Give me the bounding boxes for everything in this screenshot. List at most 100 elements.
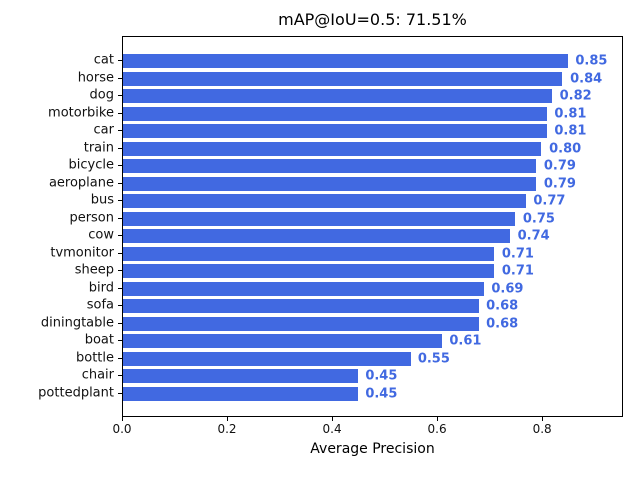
y-tick-mark bbox=[118, 217, 122, 219]
bar-value-label: 0.45 bbox=[365, 368, 398, 384]
bar bbox=[123, 369, 359, 384]
bar-value-label: 0.75 bbox=[522, 211, 555, 227]
bar bbox=[123, 89, 552, 104]
y-tick-label: bicycle bbox=[68, 157, 114, 173]
y-tick-label: pottedplant bbox=[38, 385, 114, 401]
x-tick-label: 0.2 bbox=[217, 422, 237, 436]
bar bbox=[123, 176, 537, 191]
bar-value-label: 0.55 bbox=[417, 351, 450, 367]
bar bbox=[123, 54, 568, 69]
bar-row bbox=[123, 211, 622, 226]
y-tick-label: bird bbox=[88, 280, 114, 296]
bar-row bbox=[123, 71, 622, 86]
bar-value-label: 0.45 bbox=[365, 386, 398, 402]
bar bbox=[123, 229, 511, 244]
bar-row bbox=[123, 159, 622, 174]
bar bbox=[123, 194, 526, 209]
y-tick-mark bbox=[118, 182, 122, 184]
y-tick-mark bbox=[118, 287, 122, 289]
bar bbox=[123, 71, 563, 86]
bar-row bbox=[123, 369, 622, 384]
y-tick-label: horse bbox=[77, 70, 114, 86]
bar bbox=[123, 316, 479, 331]
y-tick-label: sofa bbox=[86, 297, 114, 313]
y-tick-mark bbox=[118, 130, 122, 132]
bar-value-label: 0.68 bbox=[486, 298, 519, 314]
y-tick-label: chair bbox=[81, 367, 114, 383]
bar-row bbox=[123, 264, 622, 279]
bar bbox=[123, 351, 411, 366]
y-tick-label: car bbox=[93, 122, 114, 138]
bar bbox=[123, 386, 359, 401]
bar-row bbox=[123, 141, 622, 156]
y-tick-label: motorbike bbox=[48, 105, 114, 121]
bar-value-label: 0.79 bbox=[543, 176, 576, 192]
bar-value-label: 0.81 bbox=[554, 106, 587, 122]
y-tick-label: cat bbox=[93, 52, 114, 68]
y-tick-mark bbox=[118, 270, 122, 272]
y-tick-mark bbox=[118, 357, 122, 359]
bar-row bbox=[123, 281, 622, 296]
bar bbox=[123, 334, 443, 349]
y-tick-mark bbox=[118, 235, 122, 237]
bar-value-label: 0.85 bbox=[575, 53, 608, 69]
y-tick-label: boat bbox=[84, 332, 114, 348]
x-tick-mark bbox=[542, 417, 544, 421]
bar-value-label: 0.79 bbox=[543, 158, 576, 174]
bar-row bbox=[123, 54, 622, 69]
bar-value-label: 0.81 bbox=[554, 123, 587, 139]
bar bbox=[123, 299, 479, 314]
bar bbox=[123, 211, 516, 226]
bar-value-label: 0.68 bbox=[486, 316, 519, 332]
y-tick-mark bbox=[118, 165, 122, 167]
bar-row bbox=[123, 124, 622, 139]
x-tick-mark bbox=[122, 417, 123, 421]
y-tick-mark bbox=[118, 340, 122, 342]
plot-area: 0.85 0.84 0.82 0.81 0.81 0.80 0.79 0.79 0.77 0.75… bbox=[122, 36, 623, 417]
bar-row bbox=[123, 334, 622, 349]
x-tick-label: 0.0 bbox=[112, 422, 132, 436]
x-tick-mark bbox=[332, 417, 334, 421]
x-tick-label: 0.6 bbox=[427, 422, 447, 436]
y-tick-label: bottle bbox=[75, 350, 114, 366]
y-tick-mark bbox=[118, 60, 122, 62]
bar-value-label: 0.80 bbox=[549, 141, 582, 157]
y-tick-mark bbox=[118, 147, 122, 149]
y-tick-mark bbox=[118, 112, 122, 114]
bar bbox=[123, 159, 537, 174]
y-tick-label: diningtable bbox=[40, 315, 114, 331]
bar-value-label: 0.69 bbox=[491, 281, 524, 297]
bar-value-label: 0.71 bbox=[501, 246, 534, 262]
bar bbox=[123, 141, 542, 156]
bar-row bbox=[123, 194, 622, 209]
y-tick-label: tvmonitor bbox=[50, 245, 114, 261]
bar bbox=[123, 281, 484, 296]
y-tick-mark bbox=[118, 95, 122, 97]
bar-row bbox=[123, 351, 622, 366]
y-tick-label: dog bbox=[89, 87, 114, 103]
x-tick-label: 0.8 bbox=[532, 422, 552, 436]
bar-value-label: 0.77 bbox=[533, 193, 566, 209]
bar-value-label: 0.74 bbox=[517, 228, 550, 244]
y-tick-mark bbox=[118, 77, 122, 79]
y-tick-mark bbox=[118, 375, 122, 377]
bar-value-label: 0.71 bbox=[501, 263, 534, 279]
chart-title: mAP@IoU=0.5: 71.51% bbox=[278, 10, 467, 29]
y-tick-mark bbox=[118, 392, 122, 394]
bar-value-label: 0.84 bbox=[570, 71, 603, 87]
bar-row bbox=[123, 229, 622, 244]
bar-row bbox=[123, 246, 622, 261]
x-tick-mark bbox=[227, 417, 229, 421]
bar-value-label: 0.61 bbox=[449, 333, 482, 349]
bar bbox=[123, 264, 495, 279]
bar-row bbox=[123, 299, 622, 314]
bar-row bbox=[123, 89, 622, 104]
y-tick-label: cow bbox=[88, 227, 114, 243]
bar-row bbox=[123, 176, 622, 191]
x-axis-label: Average Precision bbox=[310, 441, 435, 457]
x-tick-mark bbox=[437, 417, 439, 421]
y-tick-label: sheep bbox=[74, 262, 114, 278]
bar-row bbox=[123, 316, 622, 331]
bar bbox=[123, 124, 547, 139]
